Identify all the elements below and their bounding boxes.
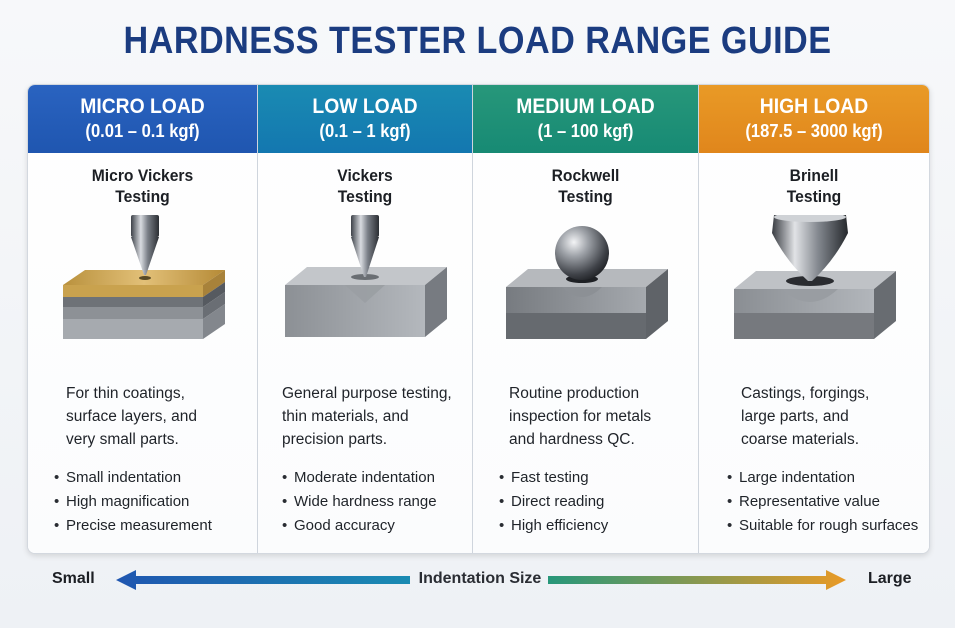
card-description: Routine production inspection for metals…: [509, 382, 690, 451]
feature-list: Large indentation Representative value S…: [727, 466, 923, 538]
indentation-size-scale: Small Indentation Size Large: [0, 556, 955, 606]
list-item: High efficiency: [499, 514, 692, 538]
card-header: HIGH LOAD (187.5 – 3000 kgf): [699, 85, 929, 153]
list-item: Small indentation: [54, 466, 251, 490]
list-item: Precise measurement: [54, 514, 251, 538]
description-line: large parts, and: [741, 408, 849, 425]
card-high-load: HIGH LOAD (187.5 – 3000 kgf) Brinell Tes…: [699, 85, 929, 553]
card-low-load: LOW LOAD (0.1 – 1 kgf) Vickers Testing: [258, 85, 473, 553]
load-range: (187.5 – 3000 kgf): [745, 121, 883, 141]
test-method-line: Rockwell: [551, 166, 620, 185]
list-item: Large indentation: [727, 466, 923, 490]
cone-indenter-icon: [62, 215, 225, 339]
description-line: Castings, forgings,: [741, 385, 870, 402]
feature-list: Fast testing Direct reading High efficie…: [499, 466, 692, 538]
list-item: Direct reading: [499, 490, 692, 514]
load-name: MEDIUM LOAD: [516, 95, 655, 118]
card-medium-load: MEDIUM LOAD (1 – 100 kgf) Rockwell Testi…: [473, 85, 699, 553]
test-method: Brinell Testing: [708, 165, 920, 207]
test-method-line: Micro Vickers: [91, 166, 194, 185]
test-method-line: Testing: [786, 187, 842, 206]
card-description: General purpose testing, thin materials,…: [282, 382, 464, 451]
scale-right-label: Large: [868, 570, 912, 587]
card-description: For thin coatings, surface layers, and v…: [66, 382, 249, 451]
list-item: Representative value: [727, 490, 923, 514]
scale-left-label: Small: [52, 570, 95, 587]
large-indenter-icon: [734, 215, 896, 339]
test-method-line: Vickers: [337, 166, 393, 185]
load-range-cards: MICRO LOAD (0.01 – 0.1 kgf) Micro Vicker…: [27, 84, 930, 554]
scale-center-label: Indentation Size: [418, 570, 542, 587]
test-method: Vickers Testing: [267, 165, 464, 207]
list-item: Moderate indentation: [282, 466, 466, 490]
card-header: LOW LOAD (0.1 – 1 kgf): [258, 85, 472, 153]
cone-indenter-icon: [285, 215, 447, 337]
rockwell-illustration: [473, 215, 698, 365]
description-line: very small parts.: [66, 431, 179, 448]
test-method-line: Brinell: [789, 166, 839, 185]
feature-list: Moderate indentation Wide hardness range…: [282, 466, 466, 538]
list-item: Suitable for rough surfaces: [727, 514, 923, 538]
brinell-illustration: [699, 215, 929, 365]
ball-indenter-icon: [505, 226, 668, 339]
description-line: thin materials, and: [282, 408, 409, 425]
card-header: MICRO LOAD (0.01 – 0.1 kgf): [28, 85, 257, 153]
vickers-illustration: [258, 215, 472, 365]
description-line: Routine production: [509, 385, 640, 402]
description-line: coarse materials.: [741, 431, 860, 448]
test-method-line: Testing: [558, 187, 613, 206]
list-item: Fast testing: [499, 466, 692, 490]
load-name: LOW LOAD: [312, 95, 418, 118]
description-line: precision parts.: [282, 431, 388, 448]
card-micro-load: MICRO LOAD (0.01 – 0.1 kgf) Micro Vicker…: [28, 85, 258, 553]
test-method: Rockwell Testing: [482, 165, 689, 207]
description-line: surface layers, and: [66, 408, 197, 425]
list-item: High magnification: [54, 490, 251, 514]
feature-list: Small indentation High magnification Pre…: [54, 466, 251, 538]
test-method-line: Testing: [337, 187, 393, 206]
gradient-arrow-icon: [116, 570, 846, 590]
load-range: (0.1 – 1 kgf): [319, 121, 411, 141]
page-title: HARDNESS TESTER LOAD RANGE GUIDE: [123, 20, 832, 62]
load-range: (0.01 – 0.1 kgf): [85, 121, 200, 141]
load-name: HIGH LOAD: [759, 95, 869, 118]
list-item: Good accuracy: [282, 514, 466, 538]
description-line: and hardness QC.: [509, 431, 635, 448]
description-line: For thin coatings,: [66, 385, 185, 402]
card-header: MEDIUM LOAD (1 – 100 kgf): [473, 85, 698, 153]
test-method-line: Testing: [115, 187, 170, 206]
description-line: General purpose testing,: [282, 385, 452, 402]
card-description: Castings, forgings, large parts, and coa…: [741, 382, 921, 451]
test-method: Micro Vickers Testing: [37, 165, 248, 207]
list-item: Wide hardness range: [282, 490, 466, 514]
load-name: MICRO LOAD: [80, 95, 205, 118]
load-range: (1 – 100 kgf): [537, 121, 634, 141]
micro-vickers-illustration: [28, 215, 257, 365]
description-line: inspection for metals: [509, 408, 652, 425]
